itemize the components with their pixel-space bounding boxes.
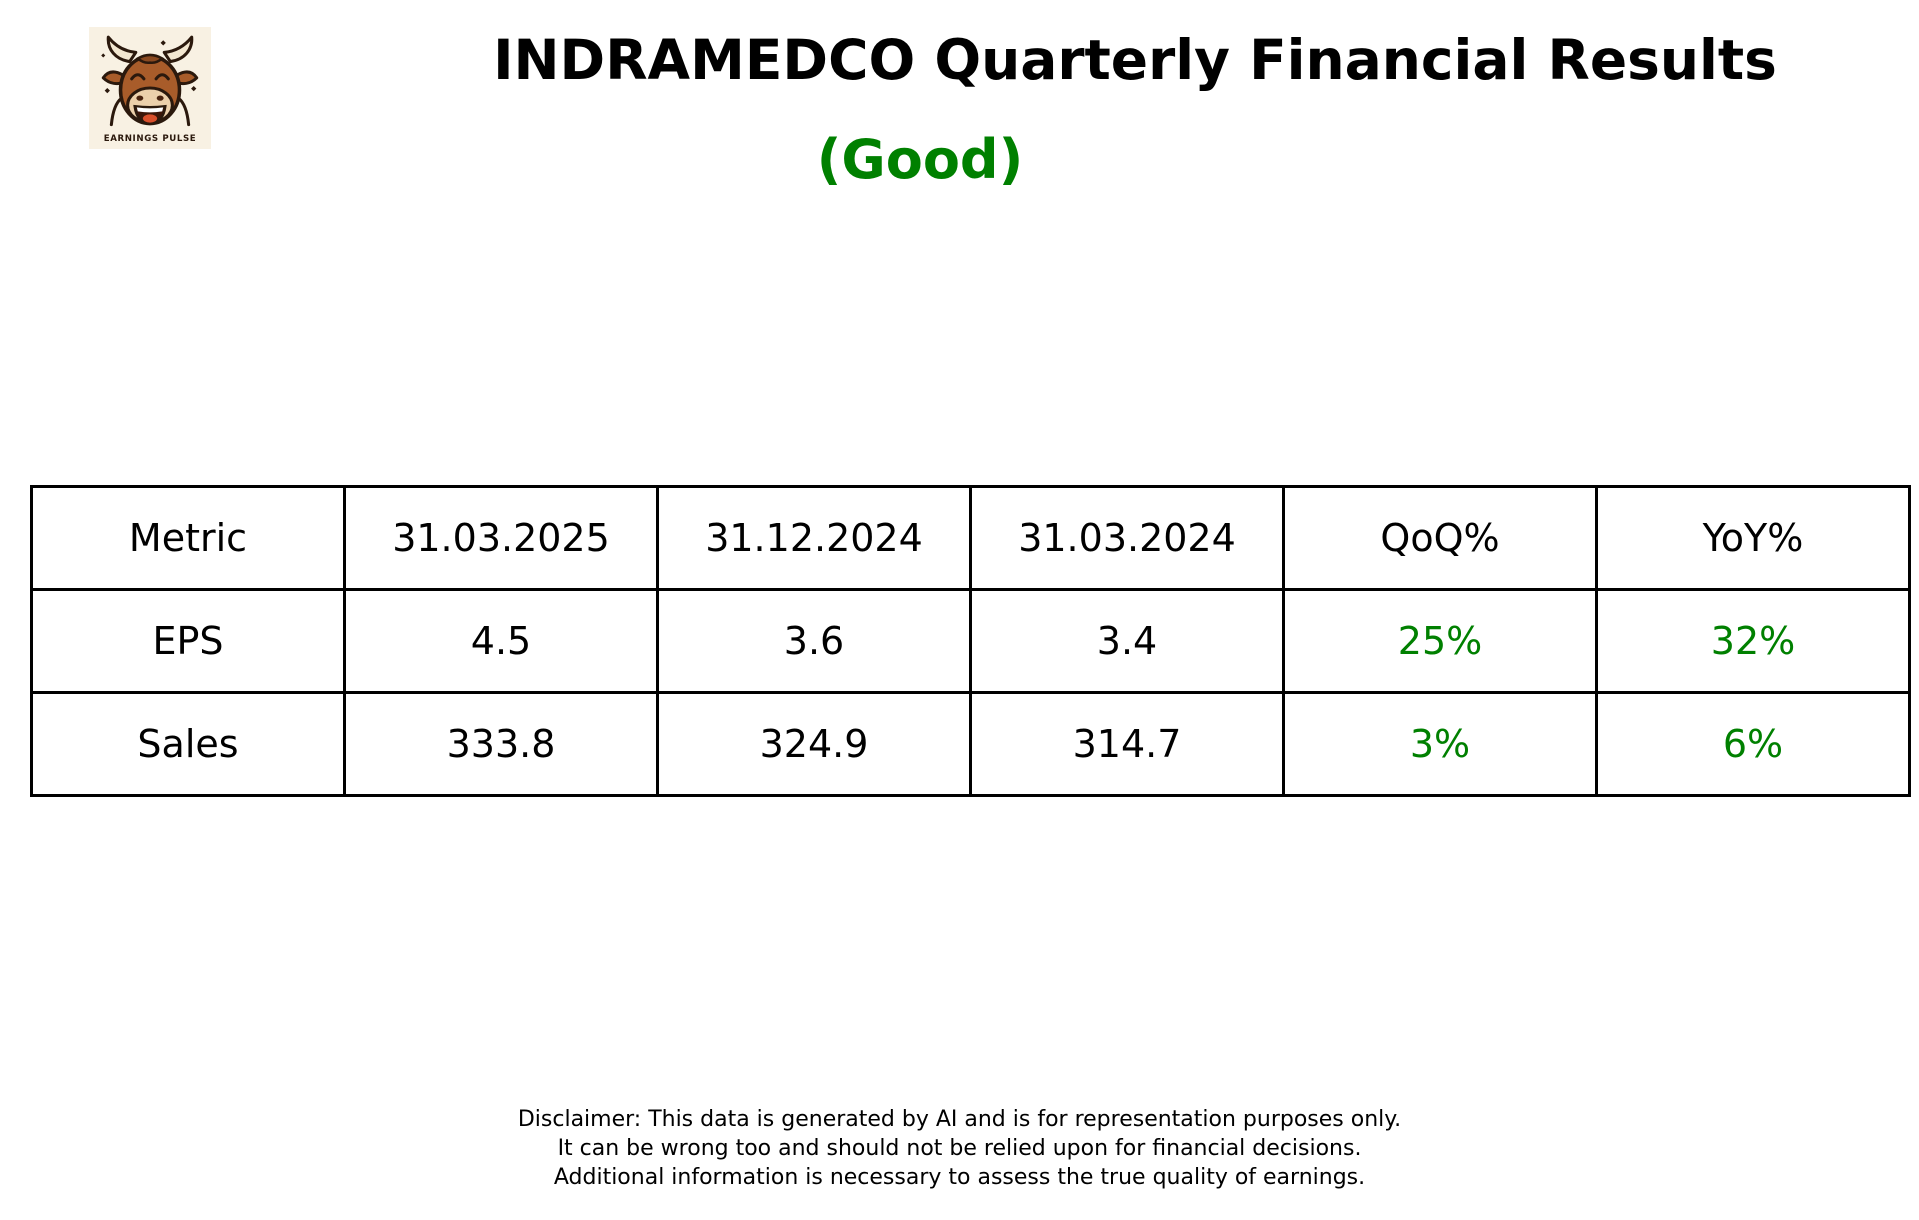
cell-eps-previous: 3.6 [656,588,972,694]
cell-sales-qoq: 3% [1282,691,1598,797]
earnings-pulse-logo: EARNINGS PULSE [89,26,211,150]
table-row-sales: Sales 333.8 324.9 314.7 3% 6% [30,691,1911,797]
cell-eps-yearago: 3.4 [969,588,1285,694]
bull-eyes [130,73,170,81]
column-header-yoy: YoY% [1595,485,1911,591]
disclaimer-line-3: Additional information is necessary to a… [553,1165,1366,1190]
cell-sales-current: 333.8 [343,691,659,797]
column-header-q-previous: 31.12.2024 [656,485,972,591]
cell-sales-yoy: 6% [1595,691,1911,797]
bull-horns [106,35,194,64]
cell-eps-qoq: 25% [1282,588,1598,694]
results-table: Metric 31.03.2025 31.12.2024 31.03.2024 … [30,485,1911,797]
cell-eps-yoy: 32% [1595,588,1911,694]
column-header-q-current: 31.03.2025 [343,485,659,591]
cell-sales-yearago: 314.7 [969,691,1285,797]
disclaimer-line-1: Disclaimer: This data is generated by AI… [517,1107,1402,1132]
bull-nostrils [136,95,164,101]
table-row-eps: EPS 4.5 3.6 3.4 25% 32% [30,588,1911,694]
column-header-qoq: QoQ% [1282,485,1598,591]
page-title: INDRAMEDCO Quarterly Financial Results [493,28,1777,92]
column-header-q-yearago: 31.03.2024 [969,485,1285,591]
logo-text: EARNINGS PULSE [104,134,197,144]
cell-sales-previous: 324.9 [656,691,972,797]
cell-eps-current: 4.5 [343,588,659,694]
sparkle-icons [101,40,197,94]
disclaimer-line-2: It can be wrong too and should not be re… [557,1136,1362,1161]
header-row: Metric 31.03.2025 31.12.2024 31.03.2024 … [30,485,1911,591]
column-header-metric: Metric [30,485,346,591]
bull-mouth [133,104,167,124]
cell-sales-metric: Sales [30,691,346,797]
disclaimer: Disclaimer: This data is generated by AI… [0,1105,1919,1192]
verdict-label: (Good) [816,128,1024,191]
bull-forelock [135,53,165,65]
cell-eps-metric: EPS [30,588,346,694]
bull-icon: EARNINGS PULSE [89,27,211,149]
